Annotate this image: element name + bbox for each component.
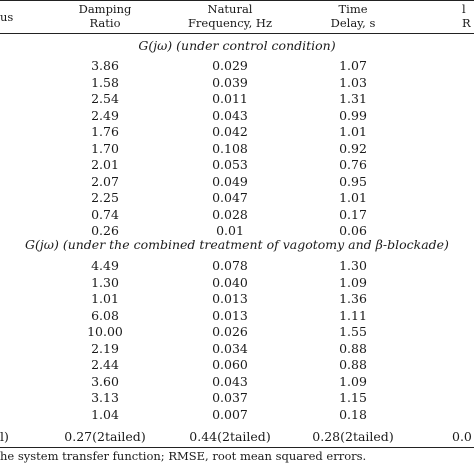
damping-ratio-cell: 2.54	[91, 91, 119, 106]
natural-frequency-cell: 0.039	[212, 74, 248, 90]
natural-frequency-cell: 0.053	[212, 157, 248, 172]
natural-frequency-cell: 0.042	[212, 124, 248, 139]
stats-damping: 0.27(2tailed)	[64, 429, 146, 444]
header-col0: us	[0, 10, 14, 24]
damping-ratio-cell: 1.30	[91, 274, 119, 290]
damping-ratio-cell: 1.76	[91, 124, 119, 139]
time-delay-cell: 0.18	[339, 406, 367, 422]
header-natural-frequency: Natural Frequency, Hz	[187, 2, 273, 30]
natural-frequency-cell: 0.040	[212, 274, 248, 290]
damping-ratio-cell: 2.01	[91, 157, 119, 172]
damping-ratio-cell: 4.49	[91, 258, 119, 273]
natural-frequency-cell: 0.043	[212, 373, 248, 389]
time-delay-cell: 0.88	[339, 340, 367, 356]
section-title-treatment: G(jω) (under the combined treatment of v…	[25, 237, 449, 252]
damping-ratio-cell: 1.04	[91, 406, 119, 422]
natural-frequency-cell: 0.078	[212, 258, 248, 273]
header-col4: l R	[462, 2, 471, 30]
natural-frequency-cell: 0.028	[212, 206, 248, 222]
natural-frequency-cell: 0.01	[216, 223, 244, 238]
bottom-rule	[0, 447, 474, 448]
header-time-delay: Time Delay, s	[330, 2, 376, 30]
damping-ratio-cell: 0.26	[91, 223, 119, 238]
natural-frequency-cell: 0.060	[212, 357, 248, 372]
time-delay-cell: 0.95	[339, 173, 367, 189]
header-rule	[0, 33, 474, 34]
time-delay-cell: 0.92	[339, 140, 367, 156]
time-delay-cell: 1.31	[339, 91, 367, 106]
natural-frequency-cell: 0.011	[212, 91, 248, 106]
damping-ratio-cell: 2.25	[91, 190, 119, 205]
time-delay-cell: 1.09	[339, 373, 367, 389]
natural-frequency-cell: 0.026	[212, 324, 248, 339]
damping-ratio-cell: 2.19	[91, 340, 119, 356]
natural-frequency-cell: 0.013	[212, 291, 248, 306]
damping-ratio-cell: 1.01	[91, 291, 119, 306]
time-delay-cell: 1.11	[339, 307, 367, 323]
time-delay-cell: 0.88	[339, 357, 367, 372]
damping-ratio-cell: 2.07	[91, 173, 119, 189]
section-title-control: G(jω) (under control condition)	[138, 38, 336, 53]
damping-ratio-cell: 3.60	[91, 373, 119, 389]
time-delay-cell: 1.36	[339, 291, 367, 306]
natural-frequency-cell: 0.034	[212, 340, 248, 356]
footnote: he system transfer function; RMSE, root …	[0, 449, 367, 463]
time-delay-cell: 1.09	[339, 274, 367, 290]
time-delay-cell: 0.17	[339, 206, 367, 222]
stats-col4: 0.0	[452, 429, 472, 444]
damping-ratio-cell: 10.00	[87, 324, 123, 339]
damping-ratio-cell: 6.08	[91, 307, 119, 323]
time-delay-cell: 1.03	[339, 74, 367, 90]
natural-frequency-cell: 0.049	[212, 173, 248, 189]
damping-ratio-cell: 1.70	[91, 140, 119, 156]
time-delay-cell: 0.76	[339, 157, 367, 172]
damping-ratio-cell: 3.86	[91, 58, 119, 73]
natural-frequency-cell: 0.043	[212, 107, 248, 123]
time-delay-cell: 1.15	[339, 390, 367, 405]
stats-freq: 0.44(2tailed)	[189, 429, 271, 444]
top-rule	[0, 0, 474, 1]
natural-frequency-cell: 0.108	[212, 140, 248, 156]
stats-col0: l)	[0, 429, 9, 444]
time-delay-cell: 0.99	[339, 107, 367, 123]
time-delay-cell: 0.06	[339, 223, 367, 238]
damping-ratio-cell: 2.44	[91, 357, 119, 372]
natural-frequency-cell: 0.013	[212, 307, 248, 323]
damping-ratio-cell: 1.58	[91, 74, 119, 90]
time-delay-cell: 1.01	[339, 124, 367, 139]
time-delay-cell: 1.55	[339, 324, 367, 339]
time-delay-cell: 1.07	[339, 58, 367, 73]
natural-frequency-cell: 0.029	[212, 58, 248, 73]
damping-ratio-cell: 3.13	[91, 390, 119, 405]
natural-frequency-cell: 0.007	[212, 406, 248, 422]
natural-frequency-cell: 0.047	[212, 190, 248, 205]
time-delay-cell: 1.01	[339, 190, 367, 205]
natural-frequency-cell: 0.037	[212, 390, 248, 405]
header-damping-ratio: Damping Ratio	[78, 2, 132, 30]
stats-delay: 0.28(2tailed)	[312, 429, 394, 444]
damping-ratio-cell: 2.49	[91, 107, 119, 123]
damping-ratio-cell: 0.74	[91, 206, 119, 222]
time-delay-cell: 1.30	[339, 258, 367, 273]
